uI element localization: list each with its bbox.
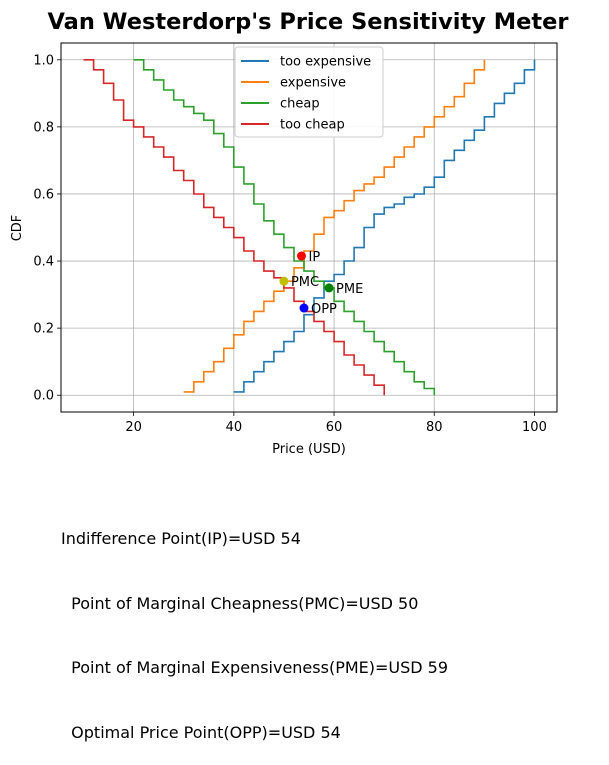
legend-label: expensive <box>280 76 346 91</box>
price-summary: Indifference Point(IP)=USD 54 Point of M… <box>61 485 448 765</box>
psm-chart: Van Westerdorp's Price Sensitivity Meter… <box>10 9 569 457</box>
y-tick-label: 1.0 <box>33 53 54 68</box>
summary-ip: Indifference Point(IP)=USD 54 <box>61 529 301 548</box>
chart-title: Van Westerdorp's Price Sensitivity Meter <box>47 9 569 35</box>
series-line-too-cheap <box>83 59 385 396</box>
legend-label: too cheap <box>280 118 345 133</box>
y-tick-label: 0.8 <box>33 120 54 135</box>
x-tick-label: 60 <box>326 420 343 435</box>
summary-pme: Point of Marginal Expensiveness(PME)=USD… <box>61 658 449 677</box>
axis-ticks: 20 40 60 80 100 0.0 0.2 0.4 0.6 0.8 1.0 <box>33 53 547 435</box>
series-line-cheap <box>133 59 436 396</box>
y-tick-label: 0.6 <box>33 187 54 202</box>
point-pmc <box>279 276 289 286</box>
point-label-pmc: PMC <box>291 275 319 290</box>
x-tick-label: 40 <box>226 420 243 435</box>
y-axis-label: CDF <box>10 215 25 242</box>
point-label-opp: OPP <box>311 302 337 317</box>
series-line-expensive <box>183 59 486 393</box>
summary-pmc: Point of Marginal Cheapness(PMC)=USD 50 <box>61 593 419 613</box>
y-tick-label: 0.4 <box>33 255 54 270</box>
series-lines <box>83 59 536 396</box>
legend-label: cheap <box>280 97 320 112</box>
series-line-too-expensive <box>233 59 536 393</box>
point-opp <box>299 303 309 313</box>
x-axis-label: Price (USD) <box>272 442 346 457</box>
point-ip <box>296 251 306 261</box>
point-label-ip: IP <box>308 250 320 265</box>
legend-box <box>234 46 384 138</box>
y-tick-label: 0.2 <box>33 322 54 337</box>
x-tick-label: 100 <box>522 420 547 435</box>
plot-area <box>60 42 558 413</box>
y-tick-label: 0.0 <box>33 389 54 404</box>
legend: too expensive expensive cheap too cheap <box>234 46 384 138</box>
legend-label: too expensive <box>280 55 371 70</box>
x-tick-label: 80 <box>426 420 443 435</box>
point-label-pme: PME <box>336 282 363 297</box>
point-pme <box>324 283 334 293</box>
summary-opp: Optimal Price Point(OPP)=USD 54 <box>61 722 341 742</box>
price-points: IP PMC PME OPP <box>279 250 363 317</box>
x-tick-label: 20 <box>125 420 142 435</box>
